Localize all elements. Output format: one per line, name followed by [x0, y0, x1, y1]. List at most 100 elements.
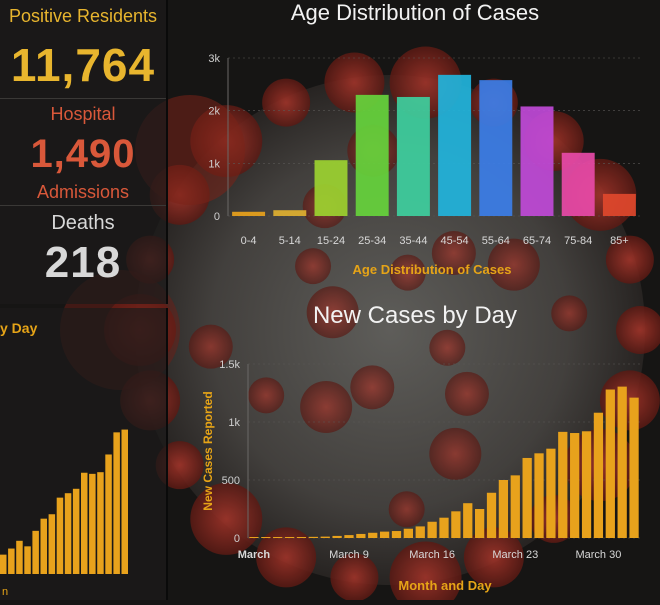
day-bar: [439, 517, 449, 538]
age-x-tick-label: 5-14: [279, 235, 301, 247]
virus-spike: [551, 295, 588, 332]
age-distribution-chart: 0 1k 2k 3k 0-4 5-14 15-24 25-34 35-44 45-54 55-64 6…: [208, 53, 640, 277]
virus-spike: [431, 231, 476, 276]
hospital-value: 1,490: [30, 132, 136, 176]
age-x-tick-label: 25-34: [358, 235, 386, 247]
day-x-tick-label: March: [238, 549, 271, 561]
day-bar: [605, 389, 615, 538]
virus-spike: [256, 527, 317, 588]
left-day-bar: [16, 540, 23, 574]
day-bar: [558, 431, 568, 538]
age-bar: [355, 94, 389, 216]
age-x-tick-label: 0-4: [241, 235, 257, 247]
age-x-tick-label: 65-74: [523, 235, 551, 247]
virus-spike: [605, 235, 654, 284]
day-bar: [344, 535, 354, 538]
day-bar: [415, 526, 425, 538]
deaths-value: 218: [44, 238, 122, 287]
day-y-tick-label: 500: [222, 475, 240, 487]
left-new-cases-panel: y Day n: [0, 308, 168, 600]
left-day-bar: [121, 429, 128, 574]
age-bar: [438, 74, 472, 216]
left-chart-x-label: n: [2, 586, 9, 598]
stats-panel: Positive Residents 11,764 Hospital 1,490…: [0, 0, 168, 304]
admissions-label: Admissions: [36, 182, 130, 202]
age-bar: [561, 152, 595, 216]
day-bar: [320, 536, 330, 538]
virus-spike: [306, 286, 359, 339]
new-cases-by-day-chart: 0 500 1k 1.5k March March 9 March 16 March 23 Ma…: [201, 359, 640, 593]
virus-spike: [429, 329, 466, 366]
day-bar: [356, 533, 366, 538]
divider: [0, 98, 166, 99]
divider: [0, 205, 166, 206]
left-chart-title: y Day: [0, 320, 38, 336]
day-bar: [403, 528, 413, 538]
age-bar: [273, 210, 307, 216]
day-bar: [296, 537, 307, 538]
left-day-bar: [81, 472, 88, 574]
day-x-tick-label: March 30: [575, 549, 621, 561]
virus-spike: [262, 78, 311, 127]
day-bar: [546, 448, 556, 538]
age-bar: [314, 160, 348, 216]
age-x-tick-label: 85+: [610, 235, 629, 247]
age-y-tick-label: 0: [214, 211, 220, 223]
day-bar: [498, 480, 509, 538]
age-x-tick-label: 75-84: [564, 235, 592, 247]
virus-spike: [295, 248, 332, 285]
left-day-bar: [105, 454, 112, 574]
day-bar: [261, 537, 271, 538]
virus-spike: [463, 527, 524, 588]
age-bar: [396, 96, 430, 216]
age-x-axis-label: Age Distribution of Cases: [353, 262, 512, 277]
day-bar: [249, 537, 259, 538]
left-day-bar: [89, 473, 96, 574]
age-y-tick-label: 2k: [208, 106, 220, 118]
day-x-axis-label: Month and Day: [398, 578, 492, 593]
left-day-bar: [32, 530, 39, 574]
virus-spike: [330, 553, 379, 600]
hospital-label: Hospital: [50, 104, 116, 124]
virus-spike: [389, 541, 462, 600]
deaths-label: Deaths: [51, 212, 115, 234]
age-x-tick-label: 15-24: [317, 235, 345, 247]
main-chart-area: Age Distribution of Cases 0 1k 2k 3k 0-4 5-14…: [170, 0, 660, 600]
left-day-bar: [64, 493, 72, 574]
day-y-axis-label: New Cases Reported: [201, 391, 215, 510]
virus-spike: [190, 482, 263, 555]
day-bar: [510, 475, 520, 538]
new-cases-chart-title: New Cases by Day: [312, 302, 518, 329]
positive-residents-value: 11,764: [10, 39, 156, 91]
age-bar: [602, 193, 636, 216]
day-x-tick-label: March 16: [409, 549, 455, 561]
left-day-bar: [72, 488, 80, 574]
left-day-bar: [40, 518, 47, 574]
day-bar: [522, 457, 532, 538]
age-y-tick-label: 1k: [208, 158, 220, 170]
age-x-tick-label: 35-44: [399, 235, 427, 247]
left-day-bar: [0, 554, 7, 574]
day-bar: [581, 431, 592, 538]
left-day-bar: [113, 432, 120, 574]
day-bar: [427, 521, 437, 538]
day-x-tick-label: March 9: [329, 549, 369, 561]
day-bar: [629, 397, 639, 538]
virus-spike: [300, 380, 353, 433]
day-bar: [379, 531, 390, 538]
day-bar: [534, 453, 544, 538]
virus-spike: [248, 377, 285, 414]
age-bar: [232, 211, 266, 216]
age-chart-title: Age Distribution of Cases: [290, 0, 540, 25]
age-x-tick-label: 45-54: [441, 235, 469, 247]
virus-spike: [487, 238, 540, 291]
day-x-tick-label: March 23: [492, 549, 538, 561]
virus-spike: [350, 365, 395, 410]
day-y-tick-label: 1k: [228, 417, 240, 429]
day-y-tick-label: 0: [234, 533, 240, 545]
day-bar: [332, 535, 342, 538]
left-day-bar: [8, 548, 15, 574]
day-bar: [617, 386, 627, 538]
day-bar: [593, 412, 604, 538]
day-bar: [570, 433, 580, 538]
